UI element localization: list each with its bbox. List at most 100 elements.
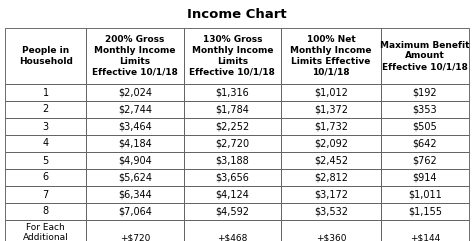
Text: $1,012: $1,012: [314, 87, 348, 98]
Bar: [381, 101, 469, 118]
Text: $1,372: $1,372: [314, 105, 348, 114]
Bar: [183, 169, 281, 186]
Bar: [86, 118, 183, 135]
Bar: [183, 118, 281, 135]
Text: $2,720: $2,720: [215, 139, 249, 148]
Text: 2: 2: [43, 105, 49, 114]
Text: $762: $762: [412, 155, 438, 166]
Text: $3,172: $3,172: [314, 189, 348, 200]
Text: $1,316: $1,316: [216, 87, 249, 98]
Bar: [5, 203, 86, 220]
Text: 200% Gross
Monthly Income
Limits
Effective 10/1/18: 200% Gross Monthly Income Limits Effecti…: [92, 35, 178, 77]
Bar: [183, 152, 281, 169]
Bar: [5, 169, 86, 186]
Text: $3,464: $3,464: [118, 121, 152, 132]
Text: People in
Household: People in Household: [18, 46, 73, 66]
Bar: [183, 203, 281, 220]
Bar: [5, 101, 86, 118]
Bar: [281, 135, 381, 152]
Text: $1,155: $1,155: [408, 207, 442, 216]
Bar: [86, 135, 183, 152]
Text: $3,532: $3,532: [314, 207, 348, 216]
Text: $353: $353: [412, 105, 437, 114]
Text: $2,812: $2,812: [314, 173, 348, 182]
Bar: [281, 203, 381, 220]
Text: $4,124: $4,124: [215, 189, 249, 200]
Text: $1,784: $1,784: [215, 105, 249, 114]
Text: $7,064: $7,064: [118, 207, 152, 216]
Bar: [381, 28, 469, 84]
Bar: [5, 186, 86, 203]
Bar: [86, 152, 183, 169]
Bar: [381, 84, 469, 101]
Bar: [183, 28, 281, 84]
Text: $3,656: $3,656: [215, 173, 249, 182]
Bar: [183, 186, 281, 203]
Bar: [281, 84, 381, 101]
Bar: [381, 203, 469, 220]
Text: $4,592: $4,592: [215, 207, 249, 216]
Text: +$720: +$720: [120, 234, 150, 241]
Text: $2,744: $2,744: [118, 105, 152, 114]
Text: 5: 5: [43, 155, 49, 166]
Text: $1,011: $1,011: [408, 189, 442, 200]
Text: 6: 6: [43, 173, 49, 182]
Text: $5,624: $5,624: [118, 173, 152, 182]
Text: $2,024: $2,024: [118, 87, 152, 98]
Text: 100% Net
Monthly Income
Limits Effective
10/1/18: 100% Net Monthly Income Limits Effective…: [290, 35, 372, 77]
Text: Income Chart: Income Chart: [187, 7, 287, 20]
Bar: [281, 186, 381, 203]
Bar: [281, 28, 381, 84]
Bar: [281, 152, 381, 169]
Bar: [381, 169, 469, 186]
Bar: [5, 152, 86, 169]
Text: $914: $914: [413, 173, 437, 182]
Text: $2,252: $2,252: [215, 121, 249, 132]
Text: $2,092: $2,092: [314, 139, 348, 148]
Bar: [381, 135, 469, 152]
Bar: [281, 169, 381, 186]
Bar: [86, 101, 183, 118]
Bar: [281, 101, 381, 118]
Text: For Each
Additional
Person Add: For Each Additional Person Add: [20, 223, 71, 241]
Text: 8: 8: [43, 207, 49, 216]
Text: Maximum Benefit
Amount
Effective 10/1/18: Maximum Benefit Amount Effective 10/1/18: [380, 41, 470, 71]
Bar: [381, 118, 469, 135]
Bar: [86, 169, 183, 186]
Text: 7: 7: [43, 189, 49, 200]
Text: $642: $642: [412, 139, 437, 148]
Bar: [86, 203, 183, 220]
Text: +$360: +$360: [316, 234, 346, 241]
Text: $2,452: $2,452: [314, 155, 348, 166]
Text: $6,344: $6,344: [118, 189, 152, 200]
Bar: [86, 186, 183, 203]
Text: 3: 3: [43, 121, 49, 132]
Bar: [5, 220, 86, 241]
Bar: [86, 84, 183, 101]
Text: $192: $192: [412, 87, 437, 98]
Bar: [5, 84, 86, 101]
Bar: [5, 118, 86, 135]
Bar: [86, 220, 183, 241]
Bar: [86, 28, 183, 84]
Bar: [381, 152, 469, 169]
Bar: [183, 84, 281, 101]
Text: 4: 4: [43, 139, 49, 148]
Bar: [5, 28, 86, 84]
Bar: [281, 220, 381, 241]
Text: 130% Gross
Monthly Income
Limits
Effective 10/1/18: 130% Gross Monthly Income Limits Effecti…: [190, 35, 275, 77]
Bar: [281, 118, 381, 135]
Text: $505: $505: [412, 121, 438, 132]
Bar: [183, 135, 281, 152]
Bar: [183, 101, 281, 118]
Text: $1,732: $1,732: [314, 121, 348, 132]
Text: +$144: +$144: [410, 234, 440, 241]
Bar: [183, 220, 281, 241]
Text: $3,188: $3,188: [216, 155, 249, 166]
Text: $4,904: $4,904: [118, 155, 152, 166]
Text: +$468: +$468: [217, 234, 247, 241]
Text: $4,184: $4,184: [118, 139, 152, 148]
Bar: [381, 220, 469, 241]
Bar: [5, 135, 86, 152]
Bar: [381, 186, 469, 203]
